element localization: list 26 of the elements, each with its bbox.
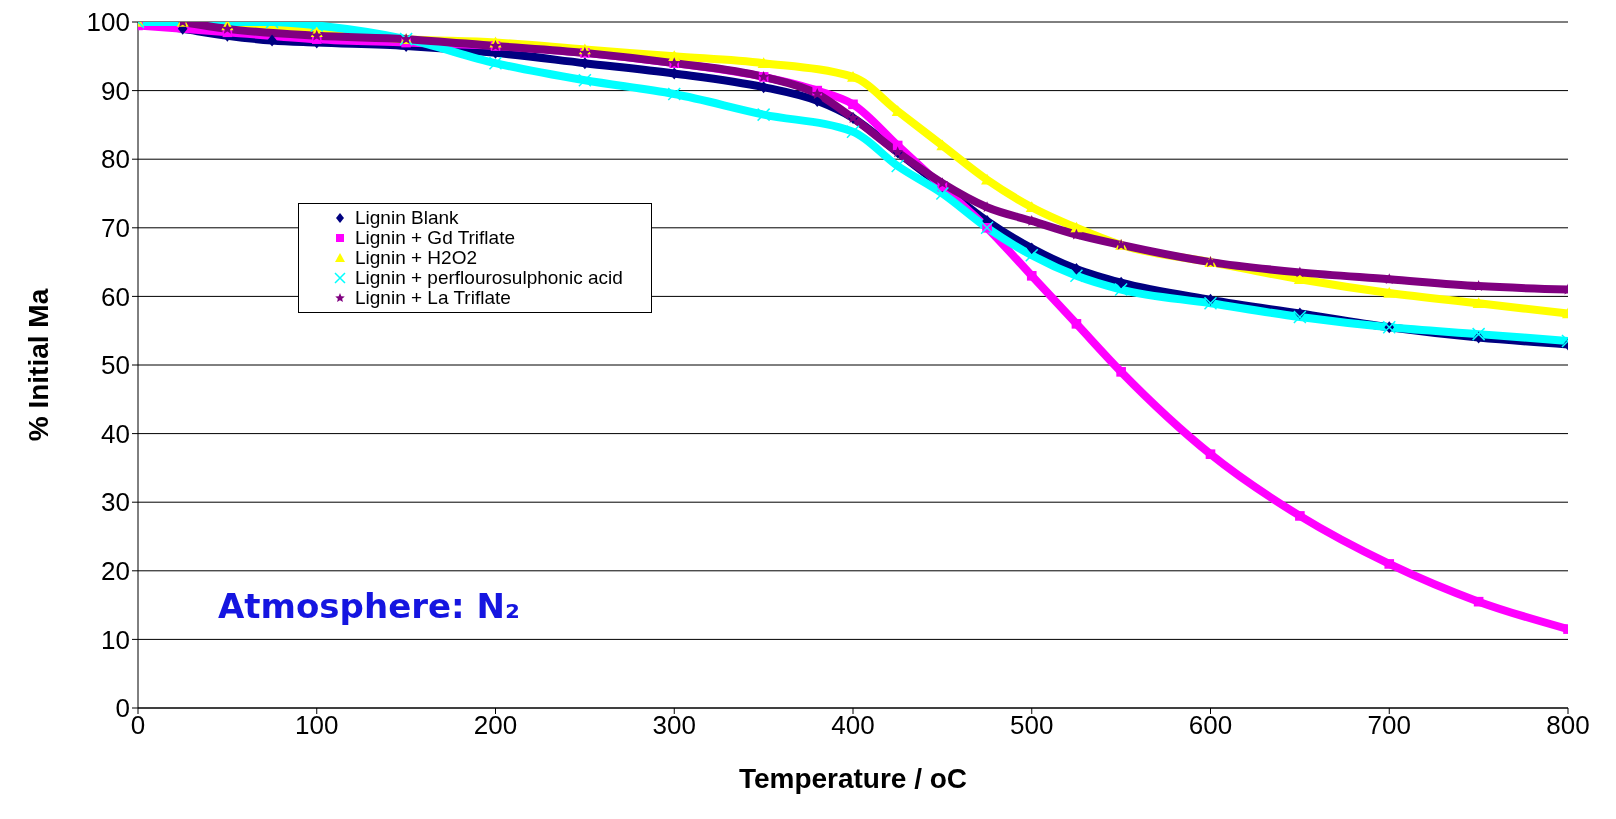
annotation: Atmosphere: N₂ (218, 586, 520, 626)
y-tick-label: 60 (101, 281, 130, 312)
x-tick-label: 400 (831, 710, 875, 741)
x-axis-title: Temperature / oC (738, 763, 968, 794)
x-tick-label: 300 (652, 710, 696, 741)
y-tick-label: 80 (101, 144, 130, 175)
legend-label: Lignin + La Triflate (355, 287, 511, 308)
x-tick-label: 200 (473, 710, 518, 741)
y-tick-label: 10 (101, 624, 130, 655)
legend-label: Lignin + perflourosulphonic acid (355, 267, 623, 288)
x-tick-label: 500 (1010, 710, 1054, 741)
y-tick-label: 40 (101, 418, 130, 449)
y-tick-label: 50 (101, 350, 130, 381)
x-tick-label: 100 (295, 710, 339, 741)
legend-label: Lignin + H2O2 (355, 247, 477, 268)
x-tick-label: 600 (1188, 710, 1233, 741)
legend-label: Lignin Blank (355, 207, 459, 228)
y-tick-label: 20 (101, 556, 130, 587)
legend-label: Lignin + Gd Triflate (355, 227, 516, 248)
y-axis-title: % Initial Ma (22, 288, 54, 442)
x-tick-label: 700 (1367, 710, 1411, 741)
y-tick-label: 70 (101, 213, 130, 244)
x-tick-label: 800 (1546, 710, 1590, 741)
y-tick-label: 100 (86, 7, 130, 38)
y-tick-label: 90 (101, 75, 130, 106)
y-tick-label: 30 (101, 487, 130, 518)
